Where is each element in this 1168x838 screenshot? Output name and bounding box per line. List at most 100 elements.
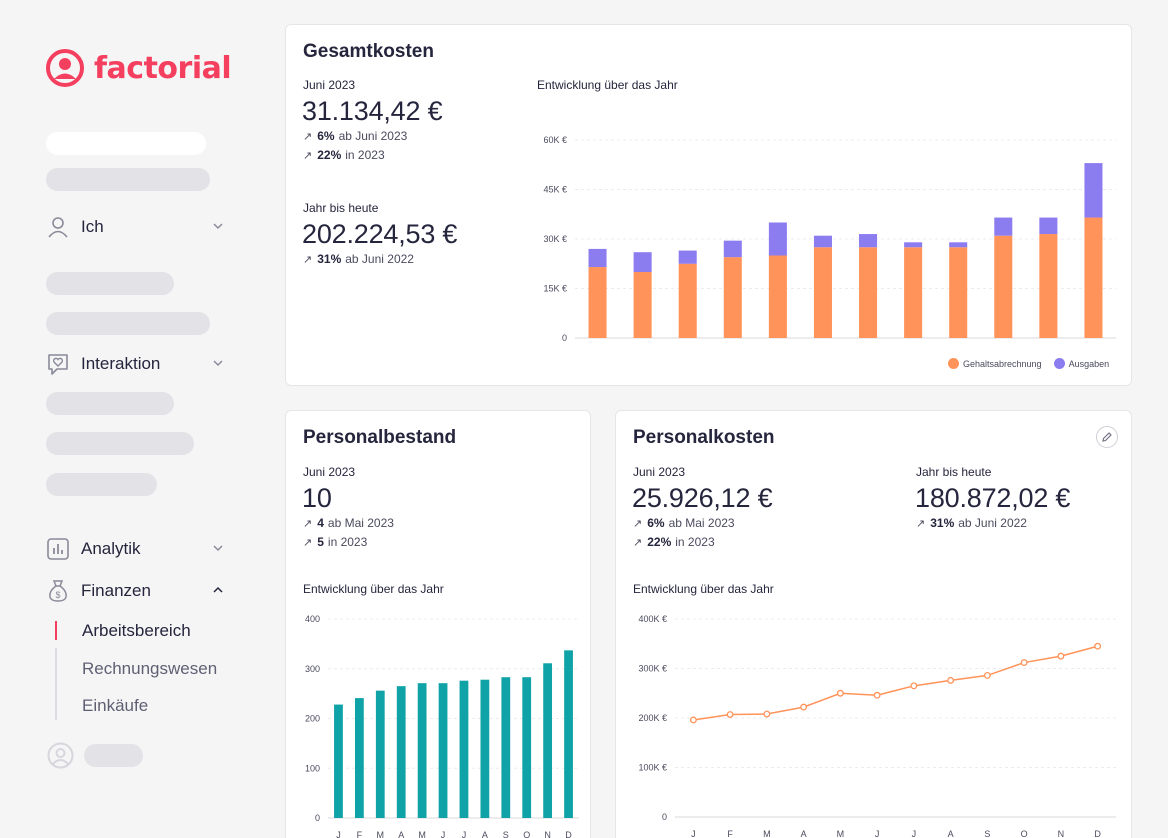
sidebar-item-label: Analytik [81,539,141,558]
x-tick-label: N [1058,829,1065,838]
chevron-down-icon [213,360,223,367]
trend-year: ↗ 22% in 2023 [303,148,385,162]
chevron-down-icon [213,545,223,552]
sidebar-item-ich[interactable]: Ich [45,213,225,241]
x-tick-label: M [837,829,845,838]
bar [375,690,385,818]
sidebar-subitem-rechnungswesen[interactable]: Rechnungswesen [82,659,218,678]
avatar-icon [47,742,74,769]
bar [334,704,343,818]
bar [501,677,511,818]
y-tick-label: 200 [305,714,320,724]
skeleton-placeholder [46,168,210,191]
bar [588,248,607,268]
active-indicator [55,621,57,640]
y-tick-label: 100 [305,763,320,773]
card-title: Personalbestand [303,427,457,448]
skeleton-placeholder [46,392,174,415]
arrow-up-right-icon: ↗ [303,536,313,549]
data-point [983,671,991,679]
sidebar-item-label: Interaktion [81,354,161,373]
data-point [800,703,808,711]
y-tick-label: 30K € [543,234,567,244]
bar [396,686,406,818]
x-tick-label: D [565,830,572,838]
series-line [693,645,1098,721]
trend-text: ab Juni 2022 [345,252,414,266]
y-tick-label: 60K € [543,135,567,145]
x-tick-label: J [441,830,446,838]
y-tick-label: 0 [662,812,667,822]
bar [768,222,787,256]
data-point [1094,642,1102,650]
submenu-line [55,648,57,720]
data-point [947,676,955,684]
trend-value: 6% [647,516,665,530]
legend-label: Ausgaben [1068,358,1110,369]
edit-button[interactable] [1096,426,1118,448]
bar [723,240,742,258]
bar [543,663,553,818]
bar [949,242,968,248]
skeleton-placeholder [46,272,174,295]
skeleton-placeholder [46,432,194,455]
trend-text: ab Mai 2023 [327,516,394,530]
sidebar-item-analytik[interactable]: Analytik [45,535,225,563]
user-icon [45,214,71,240]
card-title: Gesamtkosten [303,41,434,62]
ytd-label: Jahr bis heute [303,201,379,215]
sidebar-subitem-einkaeufe[interactable]: Einkäufe [82,696,149,715]
personalkosten-chart: 0 100K € 200K € 300K € 400K € J F M A M J J A S O N D [638,614,1116,838]
bar [768,255,787,338]
bar [564,650,573,818]
factorial-logo[interactable]: factorial [45,48,232,88]
bar [678,250,697,264]
trend-ytd: ↗ 31% ab Juni 2022 [916,516,1027,530]
chart-title: Entwicklung über das Jahr [537,78,678,92]
bar [480,679,490,818]
skeleton-placeholder [84,744,143,767]
x-tick-label: O [523,830,530,838]
chart-title: Entwicklung über das Jahr [303,582,444,596]
data-point [873,691,881,699]
sidebar-item-interaktion[interactable]: Interaktion [45,350,225,378]
trend-text: in 2023 [345,148,385,162]
data-point [1020,659,1028,667]
sidebar-subitem-arbeitsbereich[interactable]: Arbeitsbereich [82,621,191,640]
chart-legend: Gehaltsabrechnung Ausgaben [936,358,1109,369]
x-tick-label: A [948,829,954,838]
legend-item[interactable]: Ausgaben [1053,358,1110,369]
skeleton-placeholder [46,473,157,496]
x-tick-label: J [912,829,917,838]
bar [1084,163,1103,218]
trend-value: 22% [317,148,342,162]
y-tick-label: 0 [562,333,567,343]
bar [633,252,652,272]
sidebar: factorial Ich Interaktion Analytik $ Fin… [0,0,262,838]
sidebar-item-finanzen[interactable]: $ Finanzen [45,577,225,605]
arrow-up-right-icon: ↗ [303,149,313,162]
bar [588,267,607,338]
trend-text: in 2023 [327,535,368,549]
personalbestand-card: Personalbestand Juni 2023 10 ↗ 4 ab Mai … [285,410,591,838]
bar [859,234,878,248]
trend-value: 31% [930,516,955,530]
ytd-value: 180.872,02 € [915,483,1071,513]
profile-avatar[interactable] [47,742,74,774]
sidebar-item-label: Ich [81,217,104,236]
x-tick-label: A [482,830,488,838]
ytd-label: Jahr bis heute [916,465,992,479]
bar [813,247,832,338]
legend-item[interactable]: Gehaltsabrechnung [948,358,1042,369]
trend-text: ab Mai 2023 [668,516,735,530]
personalkosten-card: Personalkosten Juni 2023 25.926,12 € ↗ 6… [615,410,1132,838]
x-tick-label: M [377,830,385,838]
skeleton-placeholder [46,132,206,155]
trend-ytd: ↗ 31% ab Juni 2022 [303,252,414,266]
x-tick-label: S [503,830,509,838]
x-tick-label: D [1094,829,1101,838]
x-tick-label: F [357,830,363,838]
y-tick-label: 300 [305,664,320,674]
arrow-up-right-icon: ↗ [633,517,643,530]
